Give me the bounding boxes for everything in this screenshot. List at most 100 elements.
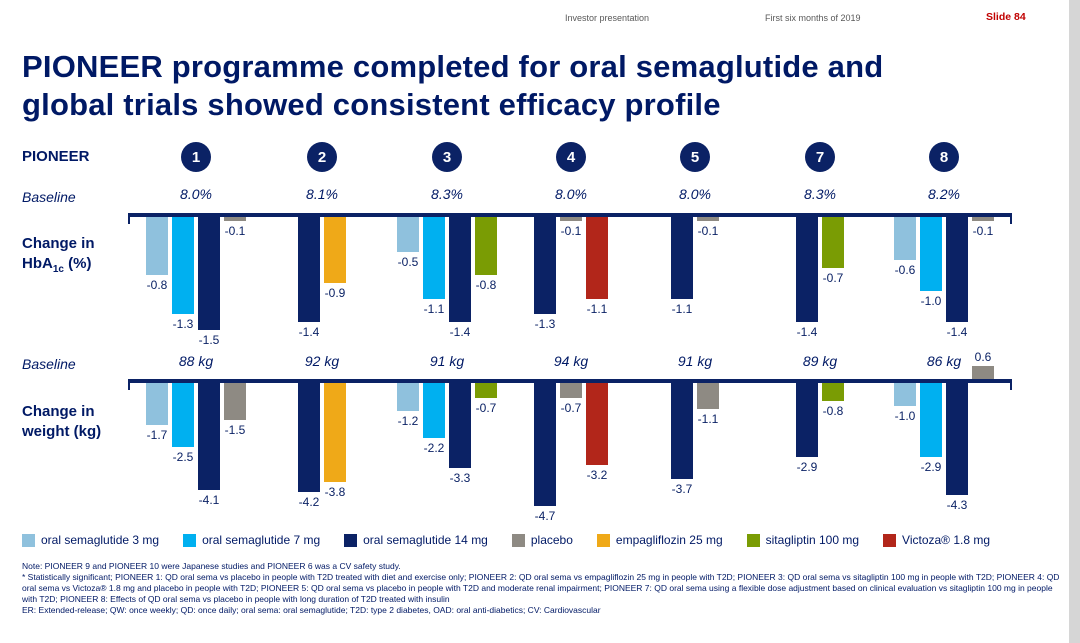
weight-axis-label: Change in weight (kg) bbox=[22, 402, 101, 441]
bar-value-label: -0.1 bbox=[560, 223, 582, 238]
bar-sita bbox=[822, 379, 844, 401]
bar-sema7 bbox=[920, 213, 942, 291]
bar-sema3 bbox=[397, 379, 419, 412]
chart-axis bbox=[128, 213, 1012, 217]
baseline-value: 8.0% bbox=[679, 186, 711, 202]
hba1c-axis-label-line1: Change in bbox=[22, 235, 95, 252]
bar-placebo bbox=[697, 379, 719, 409]
legend-item: oral semaglutide 14 mg bbox=[344, 533, 488, 547]
note-line-2: * Statistically significant; PIONEER 1: … bbox=[22, 572, 1060, 605]
bar-empa bbox=[324, 379, 346, 482]
chart-legend: oral semaglutide 3 mg oral semaglutide 7 … bbox=[22, 533, 990, 547]
bar-value-label: -3.3 bbox=[449, 471, 471, 486]
slide-title: PIONEER programme completed for oral sem… bbox=[22, 48, 1070, 124]
legend-label: empagliflozin 25 mg bbox=[615, 533, 723, 547]
bar-value-label: -0.9 bbox=[324, 286, 346, 301]
baseline-value: 8.3% bbox=[431, 186, 463, 202]
bar-sema7 bbox=[920, 379, 942, 458]
bar-sema14 bbox=[671, 379, 693, 479]
note-line-3: ER: Extended-release; QW: once weekly; Q… bbox=[22, 605, 601, 616]
hba1c-axis-label-subscript: 1c bbox=[52, 263, 64, 275]
legend-swatch bbox=[511, 533, 525, 547]
bar-value-label: -1.3 bbox=[534, 317, 556, 332]
bar-sema7 bbox=[172, 213, 194, 315]
baseline-value: 8.0% bbox=[180, 186, 212, 202]
bar-placebo bbox=[224, 379, 246, 420]
legend-item: oral semaglutide 3 mg bbox=[22, 533, 159, 547]
bar-sema14 bbox=[534, 213, 556, 315]
trial-number-badge: 1 bbox=[181, 142, 211, 172]
window-edge bbox=[1069, 0, 1080, 643]
baseline-label-hba1c: Baseline bbox=[22, 189, 76, 205]
weight-axis-label-line2: weight (kg) bbox=[22, 422, 102, 440]
slide-title-line-2: global trials showed consistent efficacy… bbox=[22, 86, 721, 122]
bar-value-label: -0.1 bbox=[224, 223, 246, 238]
legend-label: oral semaglutide 3 mg bbox=[41, 533, 160, 547]
bar-value-label: -1.1 bbox=[586, 301, 608, 316]
legend-swatch bbox=[344, 533, 358, 547]
legend-label: sitagliptin 100 mg bbox=[765, 533, 860, 547]
bar-victoza bbox=[586, 379, 608, 466]
bar-sema14 bbox=[298, 213, 320, 323]
bar-value-label: -0.8 bbox=[475, 278, 497, 293]
legend-item: oral semaglutide 7 mg bbox=[183, 533, 320, 547]
bar-sema7 bbox=[423, 213, 445, 299]
trial-number-badge: 5 bbox=[680, 142, 710, 172]
bar-sema3 bbox=[894, 379, 916, 406]
header-presentation-type: Investor presentation bbox=[565, 13, 650, 23]
bar-value-label: -2.9 bbox=[796, 460, 818, 475]
bar-empa bbox=[324, 213, 346, 284]
bar-sema14 bbox=[946, 213, 968, 323]
bar-value-label: -1.4 bbox=[298, 325, 320, 340]
axis-end-tick bbox=[1010, 379, 1012, 390]
axis-end-tick bbox=[128, 213, 130, 224]
bar-value-label: -1.7 bbox=[146, 427, 168, 442]
hba1c-axis-label: Change in HbA1c (%) bbox=[22, 234, 95, 276]
bar-value-label: -0.5 bbox=[397, 255, 419, 269]
bar-value-label: -4.7 bbox=[534, 508, 556, 523]
slide-number: Slide 84 bbox=[986, 11, 1026, 23]
baseline-value: 8.0% bbox=[555, 186, 587, 202]
baseline-value: 8.2% bbox=[928, 186, 960, 202]
baseline-value: 91 kg bbox=[429, 353, 465, 369]
bar-value-label: -2.9 bbox=[920, 460, 942, 475]
legend-swatch bbox=[22, 533, 35, 547]
legend-swatch bbox=[746, 533, 760, 547]
trial-number-badge: 8 bbox=[929, 142, 959, 172]
bar-value-label: -0.8 bbox=[146, 278, 168, 293]
bar-value-label: -0.8 bbox=[822, 403, 844, 418]
bar-value-label: -3.8 bbox=[324, 484, 346, 499]
bar-placebo bbox=[560, 379, 582, 398]
bar-value-label: -1.2 bbox=[397, 414, 419, 429]
bar-value-label: -1.0 bbox=[920, 294, 942, 308]
bar-value-label: -1.4 bbox=[796, 325, 818, 340]
legend-swatch bbox=[596, 533, 610, 547]
legend-item: empagliflozin 25 mg bbox=[596, 533, 723, 547]
bar-sema14 bbox=[946, 379, 968, 496]
bar-sema14 bbox=[198, 379, 220, 490]
baseline-value: 88 kg bbox=[178, 353, 214, 369]
bar-value-label: -1.3 bbox=[172, 317, 194, 332]
bar-value-label: -1.4 bbox=[946, 325, 968, 340]
bar-value-label: -1.1 bbox=[423, 301, 445, 316]
legend-label: placebo bbox=[530, 533, 573, 547]
bar-value-label: -2.5 bbox=[172, 449, 194, 464]
bar-sema14 bbox=[298, 379, 320, 493]
bar-value-label: -4.2 bbox=[298, 495, 320, 510]
trial-number-badge: 4 bbox=[556, 142, 586, 172]
bar-value-label: -0.7 bbox=[475, 400, 497, 415]
bar-value-label: -4.1 bbox=[198, 492, 220, 507]
bar-value-label: -4.3 bbox=[946, 498, 968, 513]
bar-value-label: -1.5 bbox=[198, 333, 220, 347]
hba1c-axis-label-suffix: (%) bbox=[63, 254, 92, 272]
baseline-label-weight: Baseline bbox=[22, 356, 76, 372]
bar-value-label: -3.2 bbox=[586, 468, 608, 483]
bar-victoza bbox=[586, 213, 608, 299]
bar-sema14 bbox=[534, 379, 556, 506]
axis-end-tick bbox=[1010, 213, 1012, 224]
bar-sema14 bbox=[796, 213, 818, 323]
pioneer-row-label: PIONEER bbox=[22, 148, 90, 165]
slide-title-line-1: PIONEER programme completed for oral sem… bbox=[22, 49, 884, 84]
bar-value-label: -0.1 bbox=[697, 223, 719, 238]
